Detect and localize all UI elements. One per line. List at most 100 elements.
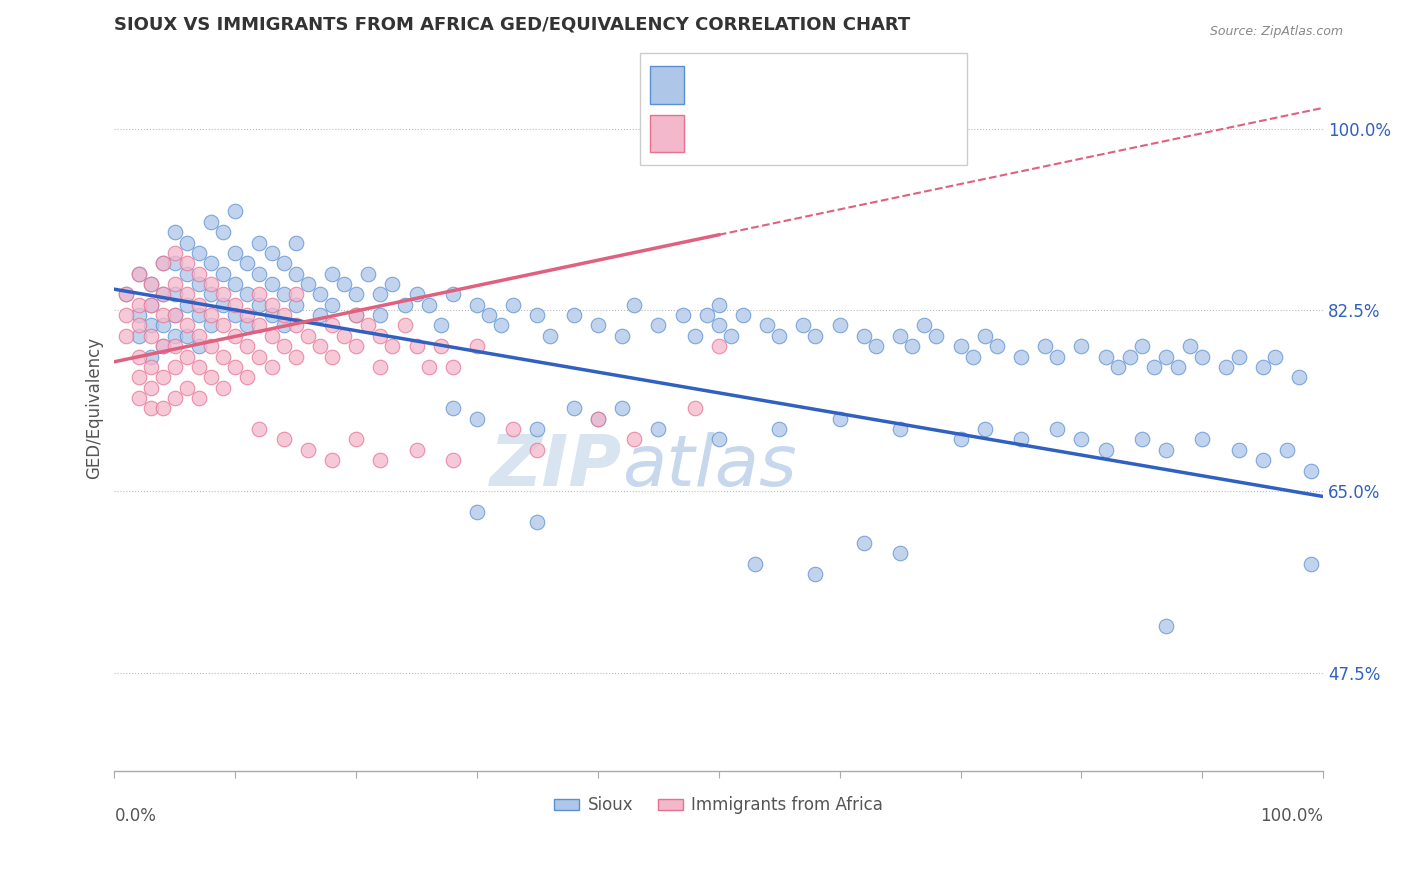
Point <box>321 453 343 467</box>
Point <box>260 298 283 312</box>
Point <box>176 318 198 333</box>
Point <box>128 298 150 312</box>
Point <box>804 567 827 582</box>
Point <box>465 505 488 519</box>
Point <box>128 318 150 333</box>
Text: N =  89: N = 89 <box>828 125 904 143</box>
Point <box>297 442 319 457</box>
Point <box>1070 433 1092 447</box>
Point <box>912 318 935 333</box>
Point <box>707 339 730 353</box>
Point <box>200 277 222 291</box>
Point <box>212 225 235 239</box>
Point <box>309 339 332 353</box>
Point <box>224 204 246 219</box>
Point <box>707 298 730 312</box>
Point <box>1227 350 1250 364</box>
Point <box>163 277 186 291</box>
Point <box>188 308 211 322</box>
Point <box>249 287 271 301</box>
Point <box>176 329 198 343</box>
Point <box>163 359 186 374</box>
Point <box>139 277 162 291</box>
Point <box>647 422 669 436</box>
Point <box>418 359 440 374</box>
Point <box>370 308 392 322</box>
Point <box>128 267 150 281</box>
Point <box>139 298 162 312</box>
Point <box>115 287 138 301</box>
Point <box>152 401 174 416</box>
Point <box>152 256 174 270</box>
Point <box>212 381 235 395</box>
Text: ZIP: ZIP <box>489 432 621 501</box>
Point <box>344 433 367 447</box>
Point <box>236 339 259 353</box>
Point <box>1288 370 1310 384</box>
Point <box>381 277 404 291</box>
Point <box>176 298 198 312</box>
Point <box>405 287 427 301</box>
Point <box>260 277 283 291</box>
Point <box>610 401 633 416</box>
Point <box>1299 464 1322 478</box>
Point <box>333 329 356 343</box>
Text: SIOUX VS IMMIGRANTS FROM AFRICA GED/EQUIVALENCY CORRELATION CHART: SIOUX VS IMMIGRANTS FROM AFRICA GED/EQUI… <box>114 15 911 33</box>
Point <box>260 246 283 260</box>
Point <box>284 350 307 364</box>
Text: 0.0%: 0.0% <box>114 807 156 825</box>
Point <box>176 256 198 270</box>
Point <box>889 547 911 561</box>
Point <box>562 401 585 416</box>
Point <box>284 235 307 250</box>
Point <box>792 318 814 333</box>
Point <box>586 411 609 425</box>
Point <box>1010 433 1032 447</box>
Point <box>139 298 162 312</box>
Point <box>1010 350 1032 364</box>
Point <box>973 329 995 343</box>
Text: 100.0%: 100.0% <box>1260 807 1323 825</box>
Point <box>1107 359 1129 374</box>
Point <box>768 422 790 436</box>
Point <box>176 287 198 301</box>
Point <box>139 381 162 395</box>
Point <box>1227 442 1250 457</box>
Point <box>321 350 343 364</box>
Point <box>925 329 948 343</box>
Text: N = 135: N = 135 <box>828 76 904 94</box>
Point <box>562 308 585 322</box>
Point <box>683 401 706 416</box>
Point <box>273 308 295 322</box>
Point <box>901 339 924 353</box>
Point <box>163 329 186 343</box>
Point <box>381 339 404 353</box>
Point <box>586 411 609 425</box>
Point <box>1143 359 1166 374</box>
Point <box>865 339 887 353</box>
Point <box>249 318 271 333</box>
Point <box>526 422 548 436</box>
Point <box>647 318 669 333</box>
Text: Source: ZipAtlas.com: Source: ZipAtlas.com <box>1209 25 1343 38</box>
Point <box>441 359 464 374</box>
Point <box>502 298 524 312</box>
Point <box>188 277 211 291</box>
Point <box>163 308 186 322</box>
Point <box>224 246 246 260</box>
Point <box>128 267 150 281</box>
Point <box>176 350 198 364</box>
Point <box>1119 350 1142 364</box>
Point <box>405 339 427 353</box>
Point <box>1070 339 1092 353</box>
Point <box>273 433 295 447</box>
Point <box>973 422 995 436</box>
Point <box>586 318 609 333</box>
Point <box>321 298 343 312</box>
Point <box>139 359 162 374</box>
Point <box>394 318 416 333</box>
Point <box>224 277 246 291</box>
Point <box>200 256 222 270</box>
FancyBboxPatch shape <box>640 53 966 165</box>
Point <box>139 329 162 343</box>
